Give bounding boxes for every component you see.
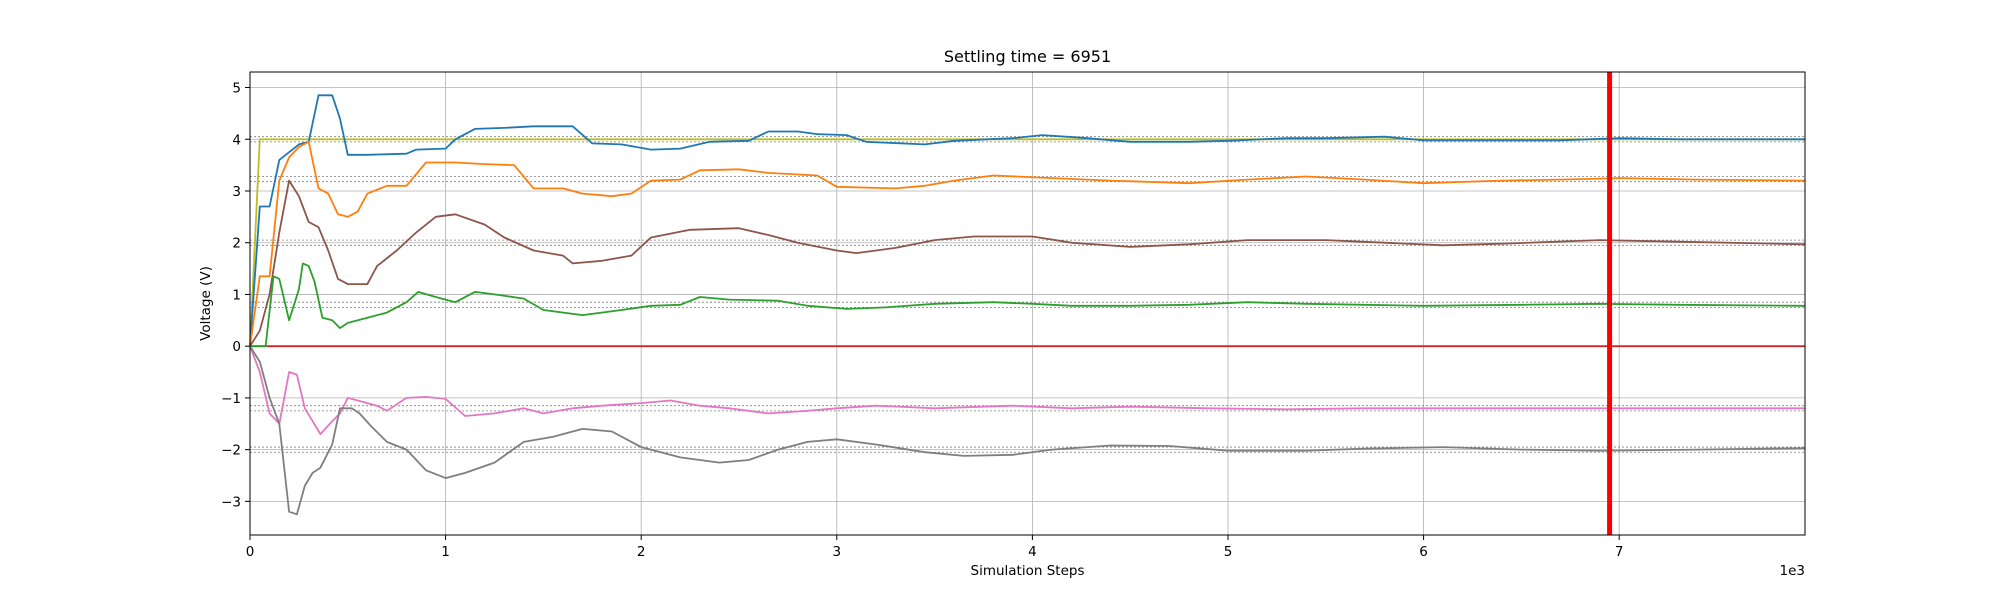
y-tick-label: 3 (232, 184, 241, 200)
x-tick-label: 2 (637, 544, 646, 560)
x-axis-offset-label: 1e3 (1780, 563, 1805, 579)
series-line (250, 262, 1806, 348)
series-line (249, 345, 1805, 436)
series-line (249, 179, 1806, 347)
y-tick-label: 0 (232, 339, 241, 355)
series-line (249, 94, 1805, 347)
x-tick-label: 5 (1224, 544, 1233, 560)
x-axis-label: Simulation Steps (971, 563, 1085, 579)
y-axis-ticks: −3 −2 −1 0 1 2 3 4 5 (221, 81, 250, 510)
series-line (249, 140, 1806, 347)
x-tick-label: 0 (246, 544, 255, 560)
x-tick-label: 4 (1028, 544, 1037, 560)
series-line (249, 138, 1805, 347)
x-tick-label: 6 (1419, 544, 1428, 560)
x-tick-label: 7 (1615, 544, 1624, 560)
y-axis-label: Voltage (V) (198, 266, 214, 341)
chart-title: Settling time = 6951 (944, 47, 1111, 66)
y-tick-label: 2 (232, 236, 241, 252)
series-lines (249, 94, 1806, 516)
y-tick-label: −3 (221, 494, 241, 510)
x-tick-label: 1 (441, 544, 450, 560)
x-tick-label: 3 (832, 544, 841, 560)
series-line (249, 345, 1806, 516)
y-tick-label: −1 (221, 391, 241, 407)
plot-frame (249, 71, 1806, 536)
y-tick-label: 4 (232, 132, 241, 148)
x-axis-ticks: 0 1 2 3 4 5 6 7 (246, 535, 1624, 560)
y-tick-label: −2 (221, 443, 241, 459)
y-tick-label: 5 (232, 81, 241, 97)
y-tick-label: 1 (232, 287, 241, 303)
